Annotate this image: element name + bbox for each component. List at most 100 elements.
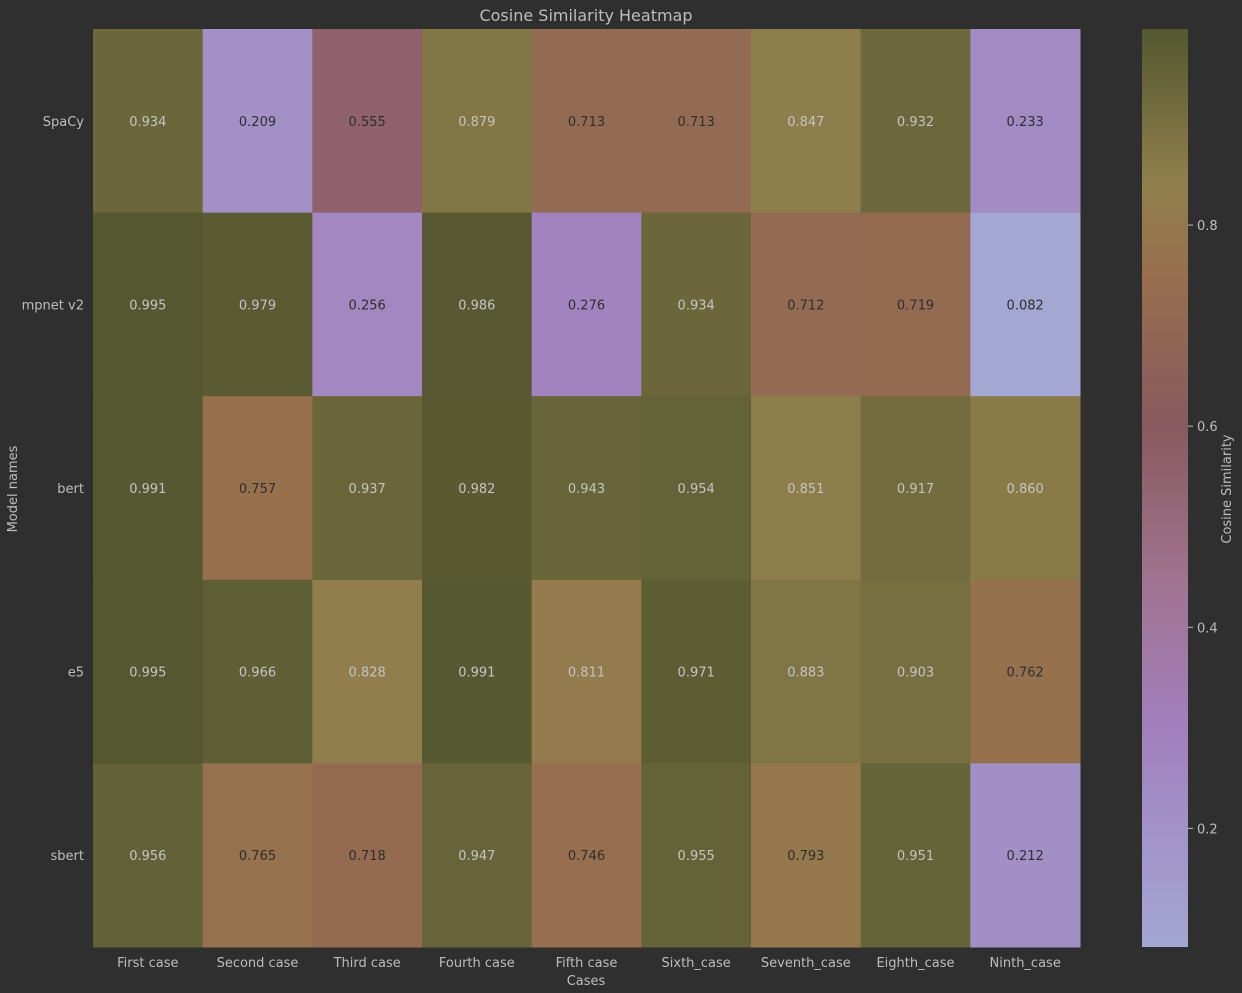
x-tick-label: Fifth case bbox=[556, 956, 618, 971]
heatmap-cell bbox=[531, 763, 642, 948]
colorbar-tick-label: 0.6 bbox=[1197, 420, 1218, 435]
heatmap-cell bbox=[202, 579, 313, 764]
cell-value-label: 0.233 bbox=[1007, 115, 1044, 130]
cell-value-label: 0.982 bbox=[458, 482, 495, 497]
x-tick-label: Fourth case bbox=[439, 956, 515, 971]
heatmap-cell bbox=[422, 29, 533, 214]
heatmap-cell bbox=[751, 29, 862, 214]
cell-value-label: 0.995 bbox=[129, 666, 166, 681]
heatmap-cell bbox=[312, 763, 423, 948]
heatmap-cell bbox=[93, 579, 204, 764]
heatmap-cell bbox=[312, 29, 423, 214]
cell-value-label: 0.811 bbox=[568, 666, 605, 681]
cell-value-label: 0.955 bbox=[678, 849, 715, 864]
cell-value-label: 0.757 bbox=[239, 482, 276, 497]
heatmap-cell bbox=[860, 396, 971, 581]
heatmap-cell bbox=[531, 396, 642, 581]
heatmap-cell bbox=[970, 763, 1081, 948]
cell-value-label: 0.762 bbox=[1007, 666, 1044, 681]
heatmap-cell bbox=[641, 396, 752, 581]
heatmap-cell bbox=[860, 29, 971, 214]
cell-value-label: 0.209 bbox=[239, 115, 276, 130]
colorbar bbox=[1142, 29, 1188, 947]
cell-value-label: 0.883 bbox=[787, 666, 824, 681]
x-axis-label: Cases bbox=[567, 974, 606, 989]
heatmap-cell bbox=[422, 763, 533, 948]
heatmap-cell bbox=[422, 579, 533, 764]
heatmap-cell bbox=[970, 396, 1081, 581]
y-tick-label: bert bbox=[57, 482, 84, 497]
cell-value-label: 0.276 bbox=[568, 298, 605, 313]
heatmap-cell bbox=[312, 212, 423, 397]
cell-value-label: 0.746 bbox=[568, 849, 605, 864]
chart-title: Cosine Similarity Heatmap bbox=[479, 6, 692, 25]
cell-value-label: 0.903 bbox=[897, 666, 934, 681]
heatmap-cell bbox=[531, 29, 642, 214]
heatmap-cell bbox=[422, 212, 533, 397]
y-tick-label: sbert bbox=[51, 849, 84, 864]
heatmap-cell bbox=[93, 212, 204, 397]
heatmap-cell bbox=[751, 212, 862, 397]
heatmap-cell bbox=[751, 396, 862, 581]
heatmap-cell bbox=[860, 763, 971, 948]
cell-value-label: 0.555 bbox=[349, 115, 386, 130]
heatmap-cell bbox=[422, 396, 533, 581]
heatmap-cell bbox=[93, 29, 204, 214]
cell-value-label: 0.851 bbox=[787, 482, 824, 497]
heatmap-cell bbox=[202, 29, 313, 214]
heatmap-cell bbox=[970, 29, 1081, 214]
cell-value-label: 0.991 bbox=[129, 482, 166, 497]
colorbar-label: Cosine Similarity bbox=[1220, 434, 1235, 544]
cell-value-label: 0.917 bbox=[897, 482, 934, 497]
x-tick-label: Eighth_case bbox=[876, 956, 954, 971]
cell-value-label: 0.979 bbox=[239, 298, 276, 313]
cell-value-labels: 0.934 0.209 0.555 0.879 0.713 0.713 0.847 0.932… bbox=[129, 115, 1044, 864]
heatmap-cell bbox=[93, 763, 204, 948]
heatmap-cell bbox=[202, 212, 313, 397]
x-tick-label: Seventh_case bbox=[761, 956, 851, 971]
x-tick-label: Sixth_case bbox=[662, 956, 731, 971]
cell-value-label: 0.879 bbox=[458, 115, 495, 130]
cell-value-label: 0.712 bbox=[787, 298, 824, 313]
cell-value-label: 0.971 bbox=[678, 666, 715, 681]
heatmap-cell bbox=[202, 763, 313, 948]
heatmap-cell bbox=[93, 396, 204, 581]
cell-value-label: 0.719 bbox=[897, 298, 934, 313]
cell-value-label: 0.082 bbox=[1007, 298, 1044, 313]
cell-value-label: 0.951 bbox=[897, 849, 934, 864]
colorbar-ticks: 0.2 0.4 0.6 0.8 bbox=[1188, 219, 1218, 837]
cell-value-label: 0.847 bbox=[787, 115, 824, 130]
heatmap-cell bbox=[641, 29, 752, 214]
heatmap-cell bbox=[531, 212, 642, 397]
colorbar-tick-label: 0.2 bbox=[1197, 822, 1218, 837]
cell-value-label: 0.995 bbox=[129, 298, 166, 313]
heatmap-cell bbox=[970, 579, 1081, 764]
x-tick-label: Third case bbox=[333, 956, 401, 971]
cell-value-label: 0.718 bbox=[349, 849, 386, 864]
y-tick-label: mpnet v2 bbox=[22, 298, 84, 313]
heatmap-cell bbox=[751, 579, 862, 764]
cell-value-label: 0.860 bbox=[1007, 482, 1044, 497]
colorbar-tick-label: 0.8 bbox=[1197, 219, 1218, 234]
heatmap-cells bbox=[93, 29, 1081, 948]
heatmap-cell bbox=[970, 212, 1081, 397]
y-axis-tick-labels: SpaCy mpnet v2 bert e5 sbert bbox=[22, 115, 85, 864]
heatmap-cell bbox=[641, 212, 752, 397]
cell-value-label: 0.713 bbox=[678, 115, 715, 130]
y-tick-label: e5 bbox=[68, 666, 84, 681]
heatmap-cell bbox=[641, 763, 752, 948]
cell-value-label: 0.765 bbox=[239, 849, 276, 864]
heatmap-cell bbox=[860, 212, 971, 397]
heatmap-cell bbox=[641, 579, 752, 764]
cell-value-label: 0.956 bbox=[129, 849, 166, 864]
y-tick-label: SpaCy bbox=[43, 115, 85, 130]
cell-value-label: 0.793 bbox=[787, 849, 824, 864]
x-tick-label: Second case bbox=[217, 956, 299, 971]
heatmap-cell bbox=[751, 763, 862, 948]
heatmap-cell bbox=[860, 579, 971, 764]
cell-value-label: 0.986 bbox=[458, 298, 495, 313]
cell-value-label: 0.937 bbox=[349, 482, 386, 497]
cell-value-label: 0.934 bbox=[129, 115, 166, 130]
y-axis-label: Model names bbox=[6, 445, 21, 532]
cell-value-label: 0.934 bbox=[678, 298, 715, 313]
